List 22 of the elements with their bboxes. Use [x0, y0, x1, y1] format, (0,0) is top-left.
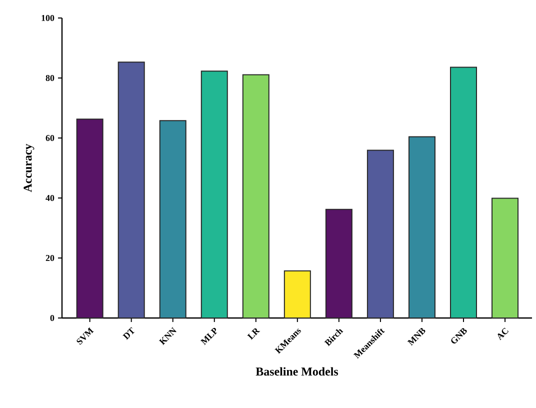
bar	[492, 198, 519, 318]
bar	[408, 136, 436, 318]
y-tick-label: 60	[46, 134, 54, 142]
bar	[284, 270, 311, 318]
bar	[159, 120, 186, 318]
x-tick-label: DT	[122, 327, 135, 340]
x-tick-label: LR	[247, 328, 260, 340]
bar	[366, 150, 394, 318]
x-axis-title: Baseline Models	[256, 367, 338, 376]
y-tick-label: 40	[46, 194, 54, 202]
bar	[200, 70, 228, 318]
bar	[242, 74, 270, 318]
bar	[325, 208, 352, 318]
y-tick-label: 0	[50, 314, 54, 322]
bar	[118, 62, 145, 318]
y-axis-title: Accuracy	[24, 144, 34, 192]
y-tick-label: 20	[46, 254, 54, 262]
x-tick-label: AC	[498, 328, 509, 340]
bar	[76, 118, 104, 318]
bar	[450, 66, 477, 318]
y-tick-label: 80	[46, 74, 54, 82]
y-tick-label: 100	[42, 14, 54, 22]
